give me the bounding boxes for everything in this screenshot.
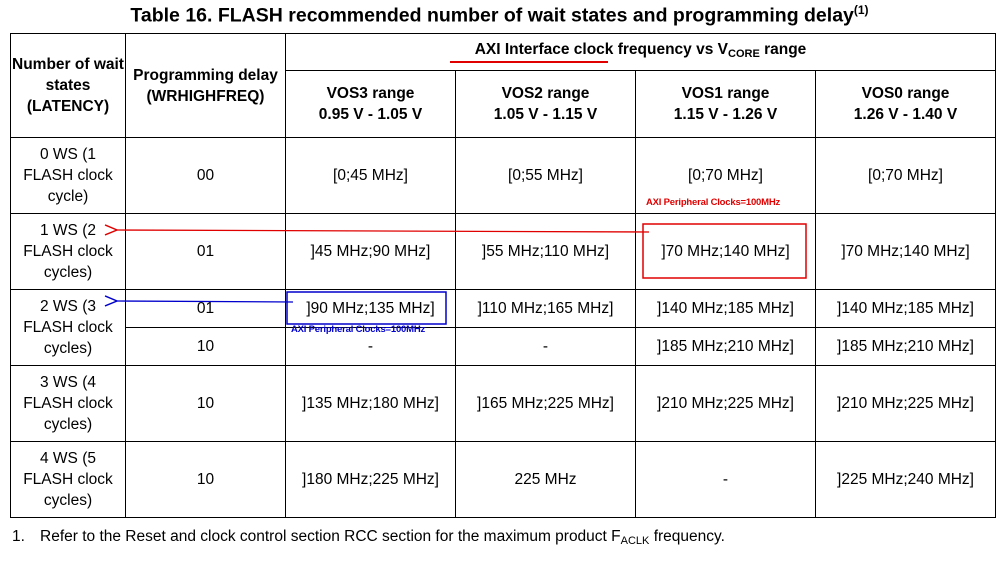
cell-ws: 4 WS (5 FLASH clock cycles) xyxy=(10,441,126,518)
cell-vos1: ]185 MHz;210 MHz] xyxy=(635,327,816,366)
footnote-subscript: ACLK xyxy=(620,535,650,547)
cell-delay: 10 xyxy=(125,327,286,366)
cell-vos0: ]185 MHz;210 MHz] xyxy=(814,327,997,366)
header-programming-delay: Programming delay (WRHIGHFREQ) xyxy=(125,33,286,138)
table-row: 3 WS (4 FLASH clock cycles) 10 ]135 MHz;… xyxy=(10,365,997,442)
table-row: 4 WS (5 FLASH clock cycles) 10 ]180 MHz;… xyxy=(10,441,997,518)
blue-annotation-note: AXI Peripheral Clocks=100MHz xyxy=(291,324,426,335)
cell-delay: 10 xyxy=(125,441,286,518)
footnote-text-end: frequency. xyxy=(649,528,725,545)
table-row: 1 WS (2 FLASH clock cycles) 01 ]45 MHz;9… xyxy=(10,213,997,290)
cell-delay: 00 xyxy=(125,137,286,214)
cell-vos2: ]55 MHz;110 MHz] xyxy=(455,213,636,290)
cell-vos2: ]165 MHz;225 MHz] xyxy=(455,365,636,442)
cell-delay: 10 xyxy=(125,365,286,442)
footnote: 1. Refer to the Reset and clock control s… xyxy=(12,528,725,547)
header-axi-frequency: AXI Interface clock frequency vs VCORE r… xyxy=(284,33,997,71)
footnote-text: Refer to the Reset and clock control sec… xyxy=(40,528,621,545)
title-footnote-ref: (1) xyxy=(853,3,869,17)
cell-vos3: ]180 MHz;225 MHz] xyxy=(285,441,456,518)
cell-vos0: ]140 MHz;185 MHz] xyxy=(814,289,997,328)
table-title: Table 16. FLASH recommended number of wa… xyxy=(0,3,999,28)
cell-vos1: [0;70 MHz] xyxy=(635,137,816,214)
table-title-text: Table 16. FLASH recommended number of wa… xyxy=(130,4,854,27)
cell-ws: 1 WS (2 FLASH clock cycles) xyxy=(10,213,126,290)
cell-ws: 3 WS (4 FLASH clock cycles) xyxy=(10,365,126,442)
header-vos3: VOS3 range 0.95 V - 1.05 V xyxy=(285,70,456,138)
cell-vos2: ]110 MHz;165 MHz] xyxy=(455,289,636,328)
cell-vos1: - xyxy=(635,441,816,518)
cell-vos3: [0;45 MHz] xyxy=(285,137,456,214)
cell-vos2: - xyxy=(455,327,636,366)
cell-delay: 01 xyxy=(125,213,286,290)
cell-vos1: ]140 MHz;185 MHz] xyxy=(635,289,816,328)
cell-vos3: ]45 MHz;90 MHz] xyxy=(285,213,456,290)
cell-vos1: ]70 MHz;140 MHz] xyxy=(635,213,816,290)
cell-vos2: 225 MHz xyxy=(455,441,636,518)
table-row: 0 WS (1 FLASH clock cycle) 00 [0;45 MHz]… xyxy=(10,137,997,214)
red-annotation-note: AXI Peripheral Clocks=100MHz xyxy=(646,197,781,208)
header-wait-states: Number of wait states (LATENCY) xyxy=(10,33,126,138)
table-row: 2 WS (3 FLASH clock cycles) 01 ]90 MHz;1… xyxy=(10,289,997,366)
cell-vos3: ]90 MHz;135 MHz] xyxy=(285,289,456,328)
header-vos2: VOS2 range 1.05 V - 1.15 V xyxy=(455,70,636,138)
cell-vos0: ]210 MHz;225 MHz] xyxy=(814,365,997,442)
cell-vos0: [0;70 MHz] xyxy=(814,137,997,214)
cell-vos3: ]135 MHz;180 MHz] xyxy=(285,365,456,442)
cell-ws: 0 WS (1 FLASH clock cycle) xyxy=(10,137,126,214)
axi-header-text: AXI Interface clock frequency vs VCORE r… xyxy=(474,41,807,60)
cell-vos0: ]225 MHz;240 MHz] xyxy=(814,441,997,518)
cell-delay: 01 xyxy=(125,289,286,328)
footnote-number: 1. xyxy=(12,528,25,545)
cell-ws: 2 WS (3 FLASH clock cycles) xyxy=(10,289,126,366)
cell-vos3: - xyxy=(285,327,456,366)
header-vos0: VOS0 range 1.26 V - 1.40 V xyxy=(814,70,997,138)
cell-vos1: ]210 MHz;225 MHz] xyxy=(635,365,816,442)
table-row: 10 - - ]185 MHz;210 MHz] ]185 MHz;210 MH… xyxy=(11,327,997,366)
cell-vos2: [0;55 MHz] xyxy=(455,137,636,214)
cell-vos0: ]70 MHz;140 MHz] xyxy=(814,213,997,290)
flash-wait-states-table: Number of wait states (LATENCY) Programm… xyxy=(10,33,997,518)
header-vos1: VOS1 range 1.15 V - 1.26 V xyxy=(635,70,816,138)
